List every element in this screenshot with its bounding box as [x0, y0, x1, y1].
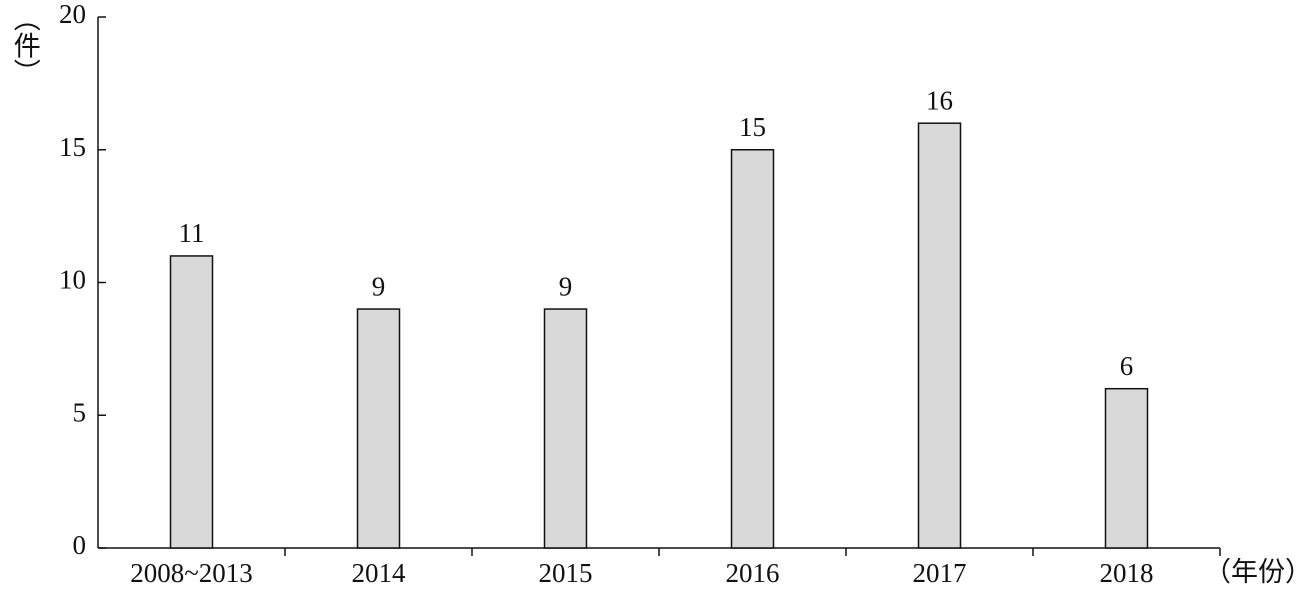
x-axis-label: （年份） [1204, 557, 1312, 587]
value-label: 16 [926, 85, 953, 115]
x-tick-label: 2015 [539, 558, 593, 588]
x-tick-label: 2018 [1100, 558, 1154, 588]
value-label: 15 [739, 112, 766, 142]
bar [169, 255, 214, 549]
y-tick-label: 15 [59, 132, 86, 162]
value-label: 9 [372, 271, 386, 301]
bar [356, 308, 401, 549]
y-tick-label: 5 [73, 397, 87, 427]
bar [917, 122, 962, 549]
bar [730, 149, 775, 549]
x-tick-label: 2016 [726, 558, 780, 588]
y-tick-label: 20 [59, 0, 86, 29]
x-tick-label: 2017 [913, 558, 967, 588]
y-axis-label: （件） [10, 5, 41, 86]
y-tick-label: 0 [73, 530, 87, 560]
x-tick-label: 2008~2013 [130, 558, 253, 588]
value-label: 6 [1120, 351, 1134, 381]
value-label: 9 [559, 271, 573, 301]
y-tick-label: 10 [59, 265, 86, 295]
bar [1104, 387, 1149, 549]
bar [543, 308, 588, 549]
value-label: 11 [179, 218, 205, 248]
x-tick-label: 2014 [352, 558, 407, 588]
